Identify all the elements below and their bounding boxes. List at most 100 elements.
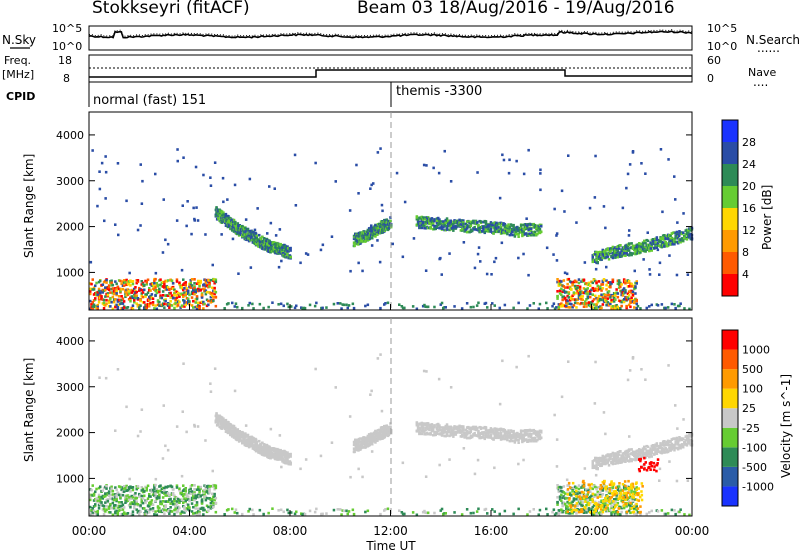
- velocity-cell: [241, 440, 245, 444]
- velocity-cell: [565, 510, 568, 513]
- power-cell: [680, 232, 684, 236]
- power-cell: [107, 288, 111, 292]
- power-cell: [364, 231, 368, 234]
- velocity-cell: [232, 431, 236, 435]
- power-cell: [462, 222, 465, 226]
- power-cell: [610, 255, 613, 258]
- velocity-cell: [115, 509, 118, 513]
- velocity-cell: [125, 489, 128, 492]
- power-cell: [602, 300, 606, 303]
- velocity-cell: [209, 501, 213, 505]
- power-cell: [359, 231, 362, 234]
- power-cell: [438, 221, 441, 225]
- power-cell: [102, 303, 106, 307]
- power-cell: [459, 229, 463, 232]
- power-cell: [604, 226, 607, 230]
- velocity-cell: [115, 499, 118, 503]
- power-cell: [194, 288, 197, 291]
- power-cell: [599, 285, 602, 288]
- velocity-cell: [630, 488, 633, 492]
- velocity-cell: [153, 487, 156, 491]
- power-cell: [674, 235, 677, 238]
- power-cell: [668, 234, 671, 237]
- power-cell: [465, 223, 469, 227]
- power-cell: [661, 210, 664, 214]
- power-cell: [508, 233, 512, 237]
- power-cell: [525, 224, 529, 227]
- velocity-cell: [148, 510, 151, 514]
- power-cell: [148, 288, 151, 292]
- power-cell: [432, 166, 435, 170]
- power-cell: [227, 219, 231, 222]
- power-cell: [205, 304, 209, 308]
- power-cell: [171, 285, 175, 289]
- velocity-cell: [120, 488, 123, 492]
- power-cell: [517, 232, 520, 236]
- power-cell: [107, 284, 111, 287]
- velocity-cell: [214, 486, 218, 490]
- velocity-cell: [169, 484, 172, 488]
- power-cell: [199, 301, 202, 305]
- power-cell: [425, 164, 428, 167]
- power-cell: [659, 148, 663, 151]
- power-cell: [462, 241, 466, 244]
- velocity-cell: [633, 512, 636, 515]
- power-cell: [464, 222, 468, 226]
- velocity-cell: [158, 506, 161, 510]
- power-cell: [165, 288, 169, 291]
- power-cell: [103, 219, 106, 223]
- power-cell: [675, 232, 679, 235]
- power-cell: [594, 279, 597, 283]
- velocity-cell: [193, 484, 196, 487]
- power-cell: [640, 162, 643, 165]
- velocity-cell: [205, 485, 209, 488]
- power-cell: [609, 285, 612, 289]
- power-cell: [596, 260, 599, 264]
- velocity-cell: [159, 510, 162, 513]
- velocity-cell: [571, 487, 574, 491]
- power-cell: [648, 246, 651, 250]
- velocity-cell: [258, 439, 261, 443]
- power-cell: [134, 294, 137, 298]
- power-cell: [674, 306, 677, 310]
- velocity-cell: [567, 512, 571, 515]
- velocity-cell: [289, 461, 292, 465]
- power-cell: [383, 229, 387, 232]
- power-cell: [258, 243, 262, 246]
- velocity-cell: [124, 501, 127, 504]
- power-cell: [589, 292, 592, 295]
- power-cell: [582, 278, 586, 282]
- power-cell: [581, 298, 584, 302]
- power-cell: [266, 246, 269, 249]
- velocity-cell: [596, 490, 599, 494]
- power-cell: [182, 156, 185, 159]
- power-cell: [361, 269, 364, 273]
- power-cell: [611, 254, 615, 257]
- power-cell: [526, 307, 529, 310]
- velocity-cell: [261, 441, 264, 445]
- velocity-cell: [212, 505, 215, 509]
- power-cell: [105, 281, 108, 284]
- power-cell: [511, 228, 514, 232]
- velocity-cell: [192, 498, 195, 501]
- velocity-cell: [193, 498, 196, 502]
- power-cell: [444, 224, 447, 227]
- velocity-cell: [117, 485, 121, 488]
- power-cell: [386, 224, 390, 228]
- velocity-cell: [134, 495, 137, 499]
- power-cell: [384, 223, 387, 227]
- power-cell: [276, 244, 280, 247]
- velocity-cell: [586, 493, 589, 496]
- power-cell: [502, 228, 505, 232]
- power-cell: [161, 294, 165, 297]
- power-cell: [538, 229, 542, 233]
- power-cell: [104, 197, 107, 200]
- power-cell: [91, 149, 94, 152]
- power-cell: [362, 233, 365, 237]
- velocity-cell: [107, 492, 111, 496]
- velocity-cell: [366, 436, 369, 439]
- power-cell: [239, 231, 242, 234]
- power-cell: [127, 282, 131, 285]
- power-cell: [121, 297, 125, 301]
- velocity-cell: [433, 511, 436, 515]
